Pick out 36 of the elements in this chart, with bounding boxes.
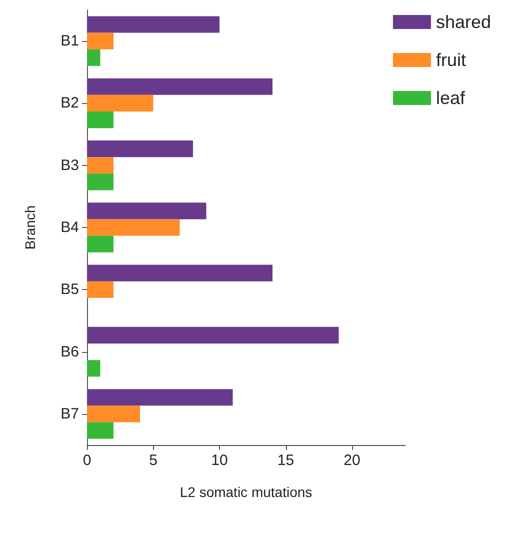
x-tick-label: 15 xyxy=(277,452,294,469)
x-tick-label: 20 xyxy=(344,452,360,469)
bar xyxy=(87,94,154,112)
bar xyxy=(87,49,100,66)
x-axis-title: L2 somatic mutations xyxy=(180,484,312,500)
legend-label: leaf xyxy=(436,88,466,108)
bar xyxy=(87,140,193,158)
y-tick-label: B5 xyxy=(60,281,79,298)
bar xyxy=(87,360,100,377)
y-axis-title: Branch xyxy=(22,205,38,250)
bar xyxy=(87,406,140,422)
bar xyxy=(87,389,233,406)
legend-label: shared xyxy=(436,12,492,32)
bar xyxy=(87,236,114,252)
bar xyxy=(87,157,114,174)
bar xyxy=(87,264,272,282)
bar xyxy=(87,422,114,439)
y-tick-label: B7 xyxy=(60,405,79,422)
bar xyxy=(87,202,206,220)
x-tick-label: 5 xyxy=(149,452,158,469)
x-tick-label: 0 xyxy=(82,452,92,469)
bar xyxy=(87,219,180,236)
bar xyxy=(87,174,114,190)
y-tick-label: B6 xyxy=(60,343,79,360)
bar xyxy=(87,281,114,298)
legend-label: fruit xyxy=(436,50,466,70)
bar xyxy=(87,112,114,128)
bar xyxy=(87,78,272,95)
y-tick-label: B2 xyxy=(60,94,79,112)
y-tick-label: B1 xyxy=(60,32,79,50)
bar xyxy=(87,16,220,33)
y-tick-label: B3 xyxy=(60,156,79,174)
y-tick-label: B4 xyxy=(60,219,79,236)
x-tick-label: 10 xyxy=(211,452,228,469)
bar xyxy=(87,32,114,50)
bar xyxy=(87,326,339,344)
